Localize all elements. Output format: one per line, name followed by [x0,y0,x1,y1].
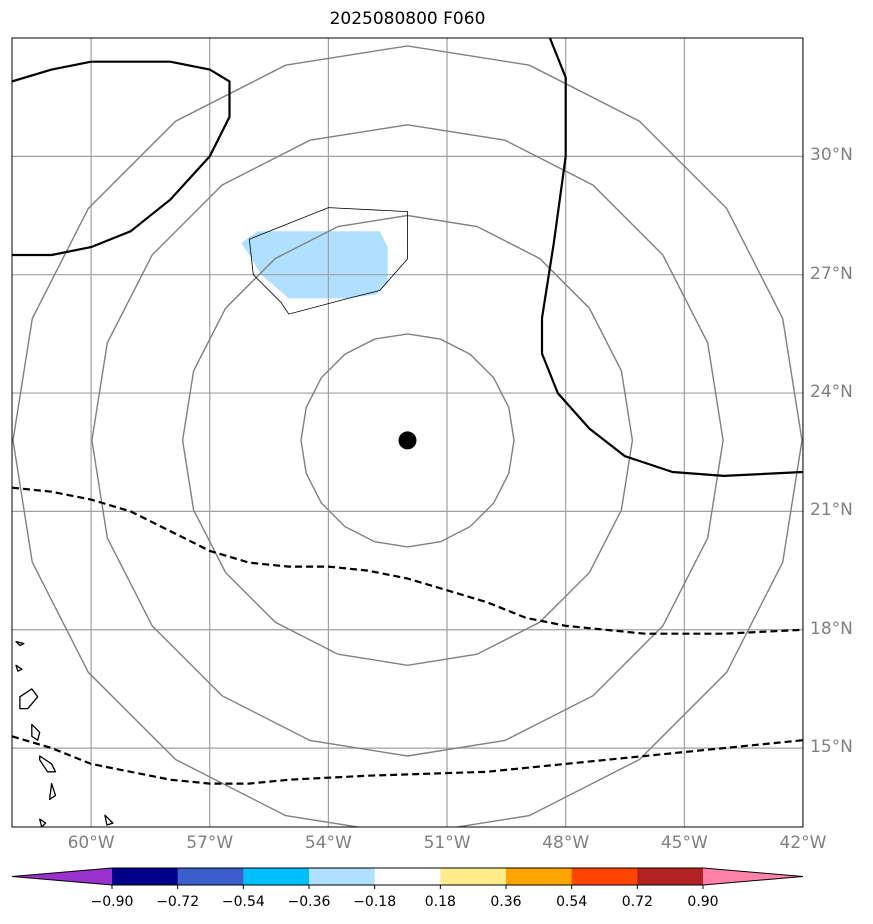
colorbar-segment [243,868,310,885]
thin-contour [248,207,408,315]
colorbar-extend-min [12,868,112,885]
colorbar-tick-label: 0.54 [556,894,588,910]
island-coastline [15,640,25,647]
solid-contour-line [12,60,231,257]
colorbar-tick-label: 0.90 [687,894,719,910]
island-coastline [39,755,57,773]
colorbar-segment [112,868,179,885]
longitude-label: 57°W [186,833,234,853]
longitude-label: 60°W [67,833,115,853]
colorbar-segment [177,868,244,885]
colorbar-tick-label: 0.36 [490,894,522,910]
colorbar-tick-label: −0.36 [287,894,331,910]
island-coastline [31,723,41,741]
longitude-label: 45°W [660,833,708,853]
map-title: 2025080800 F060 [329,9,486,29]
latitude-label: 18°N [810,618,853,639]
colorbar-tick-label: 0.72 [621,894,653,910]
latitude-label: 30°N [810,145,853,166]
island-coastline [39,818,47,827]
longitude-label: 48°W [542,833,590,853]
colorbar-segment [571,868,638,885]
shaded-anomaly-area [241,231,388,299]
colorbar-tick-label: 0.18 [424,894,456,910]
latitude-label: 21°N [810,500,853,521]
latitude-label: 15°N [810,737,853,758]
map-frame [11,37,804,828]
colorbar-tick-label: −0.90 [90,894,134,910]
latitude-label: 27°N [810,263,853,284]
colorbar-tick-label: −0.54 [221,894,265,910]
island-coastline [104,814,114,826]
island-coastline [19,688,39,710]
longitude-label: 42°W [779,833,827,853]
longitude-label: 54°W [304,833,352,853]
colorbar-tick-label: −0.18 [353,894,397,910]
range-ring [300,333,515,548]
dashed-contour-line [12,486,803,635]
dashed-contour-line [12,735,803,785]
colorbar-segment [440,868,507,885]
solid-contour-line [540,38,803,477]
colorbar-segment [637,868,704,885]
latitude-label: 24°N [810,382,853,403]
colorbar-extend-max [703,868,803,885]
range-ring [12,45,803,827]
colorbar [11,867,804,889]
colorbar-segment [506,868,573,885]
colorbar-tick-label: −0.72 [156,894,200,910]
storm-center-marker [398,431,417,450]
colorbar-segment [374,868,441,885]
colorbar-segment [309,868,376,885]
longitude-label: 51°W [423,833,471,853]
island-coastline [15,664,23,672]
range-ring [181,214,634,667]
island-coastline [48,782,57,801]
